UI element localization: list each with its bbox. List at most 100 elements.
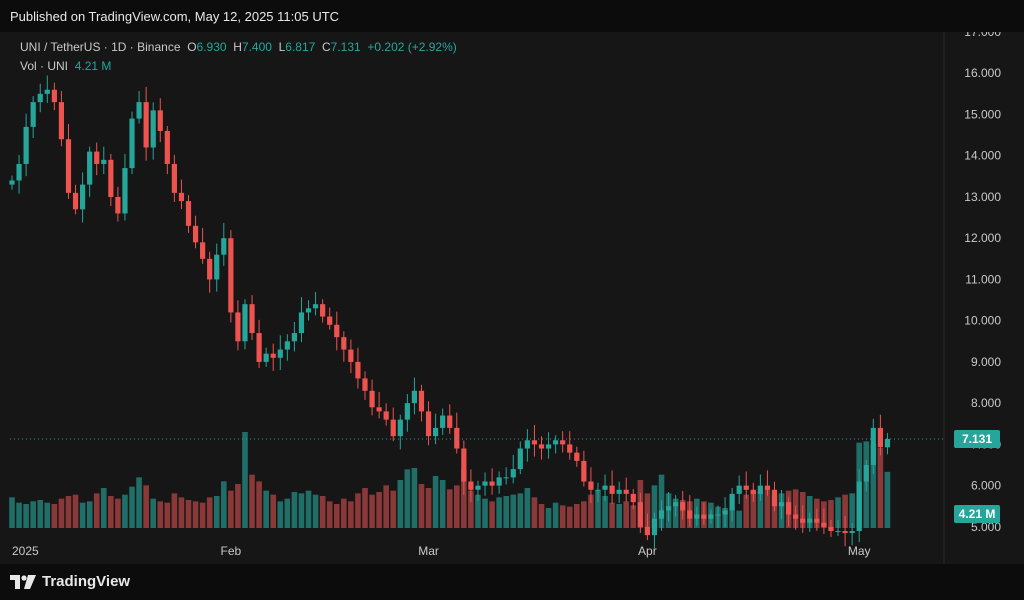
volume-bar [23,504,29,528]
footer: TradingView [0,564,1024,600]
candle-body [602,485,608,490]
candle-body [228,238,234,313]
close-value: 7.131 [330,40,361,54]
volume-bar [517,493,524,528]
y-tick-label: 14.000 [964,149,1001,163]
volume-bar [439,480,446,528]
candle-body [440,415,446,428]
candle-body [411,390,418,404]
candle-body [743,485,749,490]
candle-body [397,419,403,437]
y-tick-label: 17.000 [964,32,1001,39]
open-value: 6.930 [196,40,227,54]
volume-bar [609,502,615,528]
y-tick-label: 5.000 [971,520,1001,534]
candle-body [553,440,559,445]
volume-bar [376,492,382,528]
candle-body [510,469,516,478]
volume-bar [348,501,354,528]
candle-body [298,312,305,334]
candle-body [87,151,93,185]
x-tick-label: May [848,544,871,558]
volume-value: 4.21 M [74,59,112,73]
volume-bar [108,496,114,528]
volume-bar [461,469,467,528]
candle-body [235,312,241,342]
candle-body [291,333,297,342]
candle-body [496,477,502,486]
volume-bar [221,481,227,528]
volume-bar [531,497,538,528]
volume-bar [30,501,36,528]
candle-body [65,139,72,193]
candle-body [581,460,587,482]
candle-body [143,102,149,148]
candle-body [489,481,495,486]
volume-bar [743,494,750,528]
volume-bar [595,490,601,528]
candle-body [588,481,594,490]
volume-bar [16,502,22,528]
candle-body [270,353,276,358]
volume-bar [524,488,531,528]
volume-bar [291,492,298,528]
top-bar: Published on TradingView.com, May 12, 20… [0,0,1024,32]
candle-body [637,502,643,527]
published-caption: Published on TradingView.com, May 12, 20… [10,9,340,24]
candle-body [793,514,799,519]
volume-bar [390,490,397,528]
volume-bar [213,496,220,528]
volume-bar [51,504,58,528]
candle-body [136,102,142,119]
tradingview-logo-icon [10,574,36,589]
candle-body [249,304,255,334]
candle-body [651,518,658,536]
candle-body [390,419,396,437]
candlestick-chart[interactable]: 17.000 16.000 15.000 14.000 13.000 12.000 11.0… [0,32,1024,564]
volume-label: Vol · UNI [20,59,69,73]
volume-bar [185,500,192,528]
x-tick-label: 2025 [12,544,39,558]
candle-body [673,502,679,507]
candle-body [609,485,615,494]
volume-bar [849,493,855,528]
candle-body [284,341,290,350]
candle-body [884,439,891,448]
volume-bar [884,471,891,528]
candle-body [715,514,721,516]
candle-body [242,304,248,342]
volume-bar [482,498,488,528]
candle-body [701,514,707,519]
tradingview-logo[interactable]: TradingView [10,573,130,590]
volume-bar [171,493,178,528]
volume-bar [468,490,474,528]
open-label: O [187,40,197,54]
volume-bar [341,498,347,528]
volume-bar [574,504,580,528]
high-label: H [233,40,242,54]
candle-body [185,201,192,226]
candle-body [863,465,869,482]
candle-body [58,102,65,140]
volume-bar [79,502,86,528]
candle-body [383,411,389,420]
candle-body [623,489,629,494]
candle-body [503,477,509,479]
candle-body [814,518,820,523]
symbol-label: UNI / TetherUS · 1D · Binance [20,40,181,54]
volume-bar [566,506,573,528]
volume-bar [369,494,375,528]
candle-body [560,440,566,445]
candle-body [404,403,410,420]
candle-body [736,485,742,494]
candle-body [171,163,177,193]
volume-bar [9,497,15,528]
x-tick-label: Mar [418,544,439,558]
volume-bar [806,496,813,528]
ohlc-legend: UNI / TetherUS · 1D · Binance O6.930 H 7.… [20,40,457,54]
volume-bar [65,496,72,528]
candle-body [778,502,785,507]
volume-bar [453,485,460,528]
volume-bar [835,497,841,528]
chart-panel[interactable]: 17.000 16.000 15.000 14.000 13.000 12.000 11.0… [0,32,1024,564]
